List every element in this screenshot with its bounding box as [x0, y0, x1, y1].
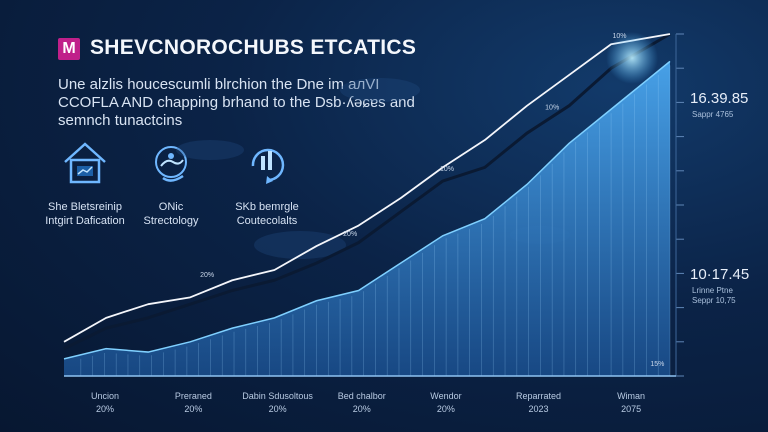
side-value-2: 10·17.45 [690, 266, 750, 283]
x-tick-label: Reparrated [516, 391, 561, 401]
line-series-1 [63, 60, 671, 360]
side-value-1: 16.39.85 [690, 90, 749, 107]
side-sub-2: Lrinne Ptne Seppr 10,75 [692, 286, 736, 305]
page-subtitle: Une alzlis houcescumli blrchion the Dne … [58, 76, 415, 129]
feature-3: SKb bemrgle Coutecolalts [212, 136, 322, 228]
feature-2-caption: ONic Strectology [116, 200, 226, 228]
house-chart-icon [57, 136, 113, 192]
line-series-3 [63, 33, 671, 343]
x-tick-sub-label: 2023 [528, 404, 548, 414]
feature-1: She Bletsreinip Intgirt Dafication [30, 136, 140, 228]
line-series-2 [63, 32, 671, 350]
annotation-label: 10% [612, 33, 626, 40]
growth-cycle-icon [239, 136, 295, 192]
feature-3-line2: Coutecolalts [236, 215, 298, 227]
feature-1-line1: She Bletsreinip [48, 201, 122, 213]
annotation-label: 10% [440, 166, 454, 173]
x-tick-label: Wendor [430, 391, 461, 401]
x-tick-sub-label: 2075 [621, 404, 641, 414]
peak-glow [606, 31, 659, 84]
x-tick-label: Preraned [175, 391, 212, 401]
x-tick-label: Uncion [91, 391, 119, 401]
feature-3-caption: SKb bemrgle Coutecolalts [212, 200, 322, 228]
feature-2: ONic Strectology [116, 136, 226, 228]
x-tick-label: Dabin Sdusoltous [242, 391, 313, 401]
x-tick-sub-label: 20% [437, 404, 455, 414]
feature-2-line2: Strectology [143, 215, 199, 227]
feature-2-line1: ONic [158, 201, 184, 213]
x-tick-sub-label: 20% [184, 404, 202, 414]
annotation-label: 15% [650, 361, 664, 368]
x-tick-sub-label: 20% [96, 404, 114, 414]
feature-3-line1: SKb bemrgle [235, 201, 299, 213]
annotation-label: 20% [200, 272, 214, 279]
area-series-1 [64, 61, 670, 377]
background-cloud [176, 140, 244, 160]
annotation-label: 20% [343, 231, 357, 238]
annotation-label: 10% [545, 105, 559, 112]
x-tick-label: Bed chalbor [338, 391, 386, 401]
background-cloud [340, 78, 420, 102]
feature-1-caption: She Bletsreinip Intgirt Dafication [30, 200, 140, 228]
x-tick-sub-label: 20% [353, 404, 371, 414]
handshake-icon [143, 136, 199, 192]
x-tick-label: Wiman [617, 391, 645, 401]
brand-logo: M [58, 38, 80, 60]
side-sub-1: Sappr 4765 [692, 110, 734, 119]
page-title: SHEVCNOROCHUBS ETCATICS [90, 36, 417, 59]
feature-1-line2: Intgirt Dafication [45, 215, 125, 227]
x-tick-sub-label: 20% [269, 404, 287, 414]
background-cloud [254, 231, 346, 259]
